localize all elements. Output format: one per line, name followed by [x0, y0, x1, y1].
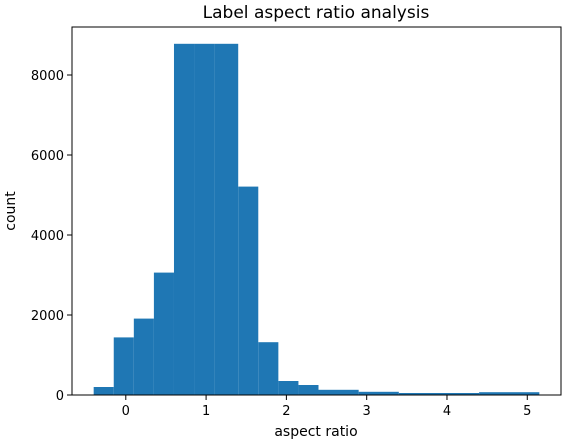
x-axis-label: aspect ratio — [274, 424, 357, 440]
y-tick-label: 8000 — [31, 69, 64, 84]
histogram-bar — [113, 337, 134, 395]
x-tick-label: 0 — [122, 404, 130, 419]
histogram-bar — [153, 272, 174, 395]
histogram-bar — [298, 385, 319, 395]
x-tick-label: 3 — [363, 404, 371, 419]
histogram-bar — [318, 389, 359, 395]
histogram-bar — [173, 43, 195, 396]
y-tick-label: 6000 — [31, 149, 64, 164]
histogram-bar — [398, 393, 480, 395]
histogram-bar — [479, 392, 540, 395]
histogram-bar — [133, 318, 154, 395]
y-tick-label: 4000 — [31, 229, 64, 244]
x-tick-label: 2 — [282, 404, 290, 419]
histogram-bar — [214, 43, 239, 396]
histogram-bar — [258, 342, 279, 395]
histogram-bar — [194, 43, 215, 396]
histogram-bar — [93, 387, 114, 395]
y-tick-label: 2000 — [31, 309, 64, 324]
histogram-bars — [93, 43, 540, 396]
y-tick-label: 0 — [56, 389, 64, 404]
y-axis-label: count — [3, 191, 19, 231]
plot-frame — [71, 26, 562, 396]
x-tick-label: 4 — [443, 404, 451, 419]
x-tick-label: 1 — [202, 404, 210, 419]
x-tick-label: 5 — [523, 404, 531, 419]
axes-frame — [71, 26, 562, 396]
histogram-bar — [278, 381, 299, 395]
chart-title: Label aspect ratio analysis — [203, 3, 430, 23]
x-axis-ticks: 0 1 2 3 4 5 — [122, 395, 531, 419]
histogram-bar — [358, 391, 399, 395]
y-axis-ticks: 0 2000 4000 6000 8000 — [31, 69, 72, 404]
histogram-bar — [238, 186, 259, 395]
